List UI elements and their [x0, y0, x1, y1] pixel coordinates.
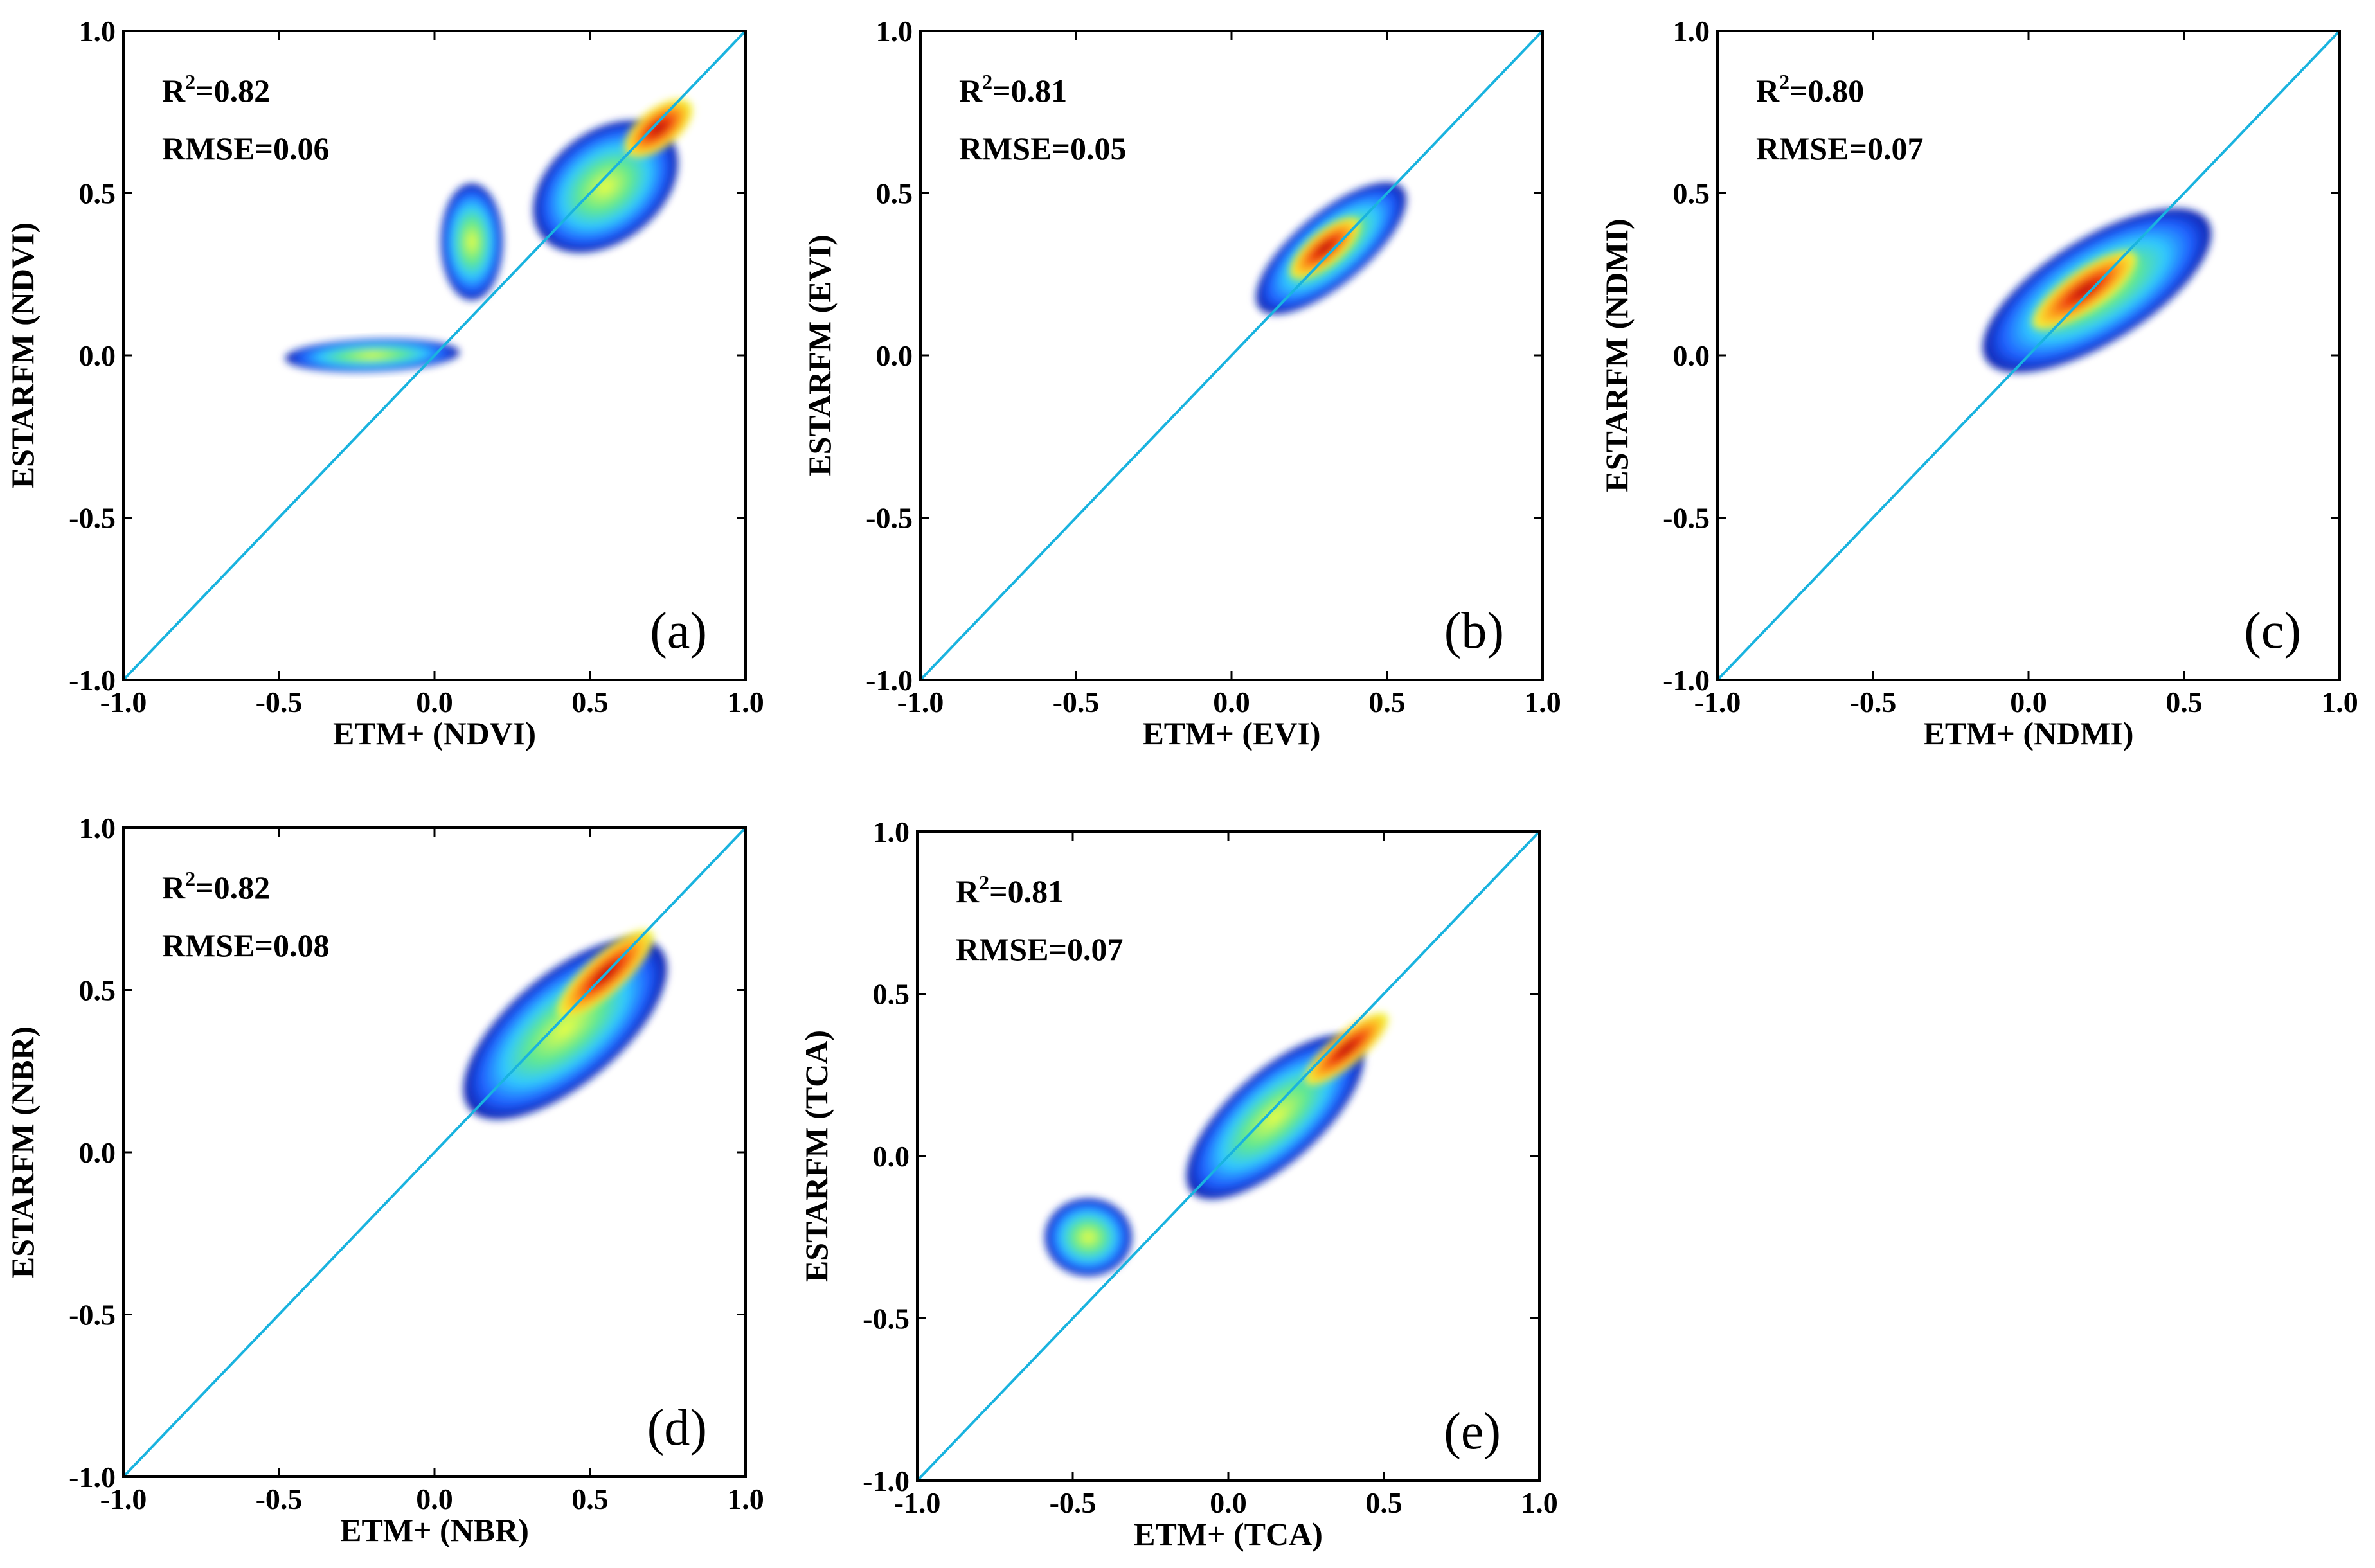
- x-axis-label: ETM+ (TCA): [1134, 1516, 1323, 1552]
- y-tick-label: -0.5: [866, 502, 913, 535]
- x-tick-label: 0.5: [1365, 1486, 1403, 1519]
- y-tick-label: -1.0: [866, 664, 913, 697]
- rmse-label: RMSE=0.06: [162, 130, 329, 166]
- y-tick-label: -1.0: [69, 664, 116, 697]
- x-axis-label: ETM+ (NDMI): [1923, 715, 2133, 751]
- x-tick-label: -1.0: [894, 1486, 941, 1519]
- x-axis-label: ETM+ (NDVI): [333, 715, 536, 751]
- x-tick-label: -1.0: [100, 1483, 147, 1515]
- x-tick-label: -0.5: [256, 1483, 303, 1515]
- r-squared-label: R2=0.81: [956, 871, 1064, 909]
- x-tick-label: 1.0: [2321, 686, 2358, 718]
- r-squared-label: R2=0.82: [162, 70, 270, 109]
- r-squared-label: R2=0.81: [959, 70, 1067, 109]
- x-tick-label: 1.0: [1521, 1486, 1558, 1519]
- rmse-label: RMSE=0.07: [956, 931, 1123, 967]
- y-tick-label: 0.0: [1673, 339, 1710, 372]
- density-core: [1289, 217, 1360, 280]
- x-tick-label: -1.0: [100, 686, 147, 718]
- density-cloud-b: [1256, 182, 1406, 314]
- y-tick-label: -1.0: [69, 1461, 116, 1493]
- one-to-one-line: [122, 30, 747, 681]
- y-tick-label: 1.0: [79, 15, 116, 48]
- y-axis-label: ESTARFM (NDMI): [1599, 218, 1635, 492]
- x-tick-label: -0.5: [1053, 686, 1100, 718]
- y-axis-label: ESTARFM (NDVI): [4, 222, 40, 488]
- panel-letter: (b): [1444, 603, 1504, 659]
- x-tick-label: -1.0: [1694, 686, 1741, 718]
- y-tick-label: 1.0: [876, 15, 913, 48]
- x-tick-label: -1.0: [897, 686, 944, 718]
- y-tick-label: 0.5: [873, 978, 910, 1011]
- y-tick-label: 0.0: [876, 339, 913, 372]
- y-axis-label: ESTARFM (NBR): [4, 1026, 40, 1278]
- x-axis-label: ETM+ (EVI): [1142, 715, 1320, 751]
- panel-letter: (a): [650, 603, 707, 659]
- density-cluster: [285, 339, 460, 372]
- density-cloud-e: [1044, 1013, 1389, 1276]
- y-tick-label: -0.5: [69, 1299, 116, 1332]
- y-tick-label: 0.5: [79, 177, 116, 210]
- x-tick-label: 0.0: [1213, 686, 1250, 718]
- density-core: [1304, 1013, 1389, 1085]
- y-tick-label: -1.0: [1663, 664, 1710, 697]
- density-cloud-a: [285, 98, 693, 372]
- y-tick-label: -1.0: [863, 1465, 910, 1497]
- y-tick-label: 1.0: [1673, 15, 1710, 48]
- panel-letter: (c): [2244, 603, 2301, 659]
- y-tick-label: 0.5: [79, 974, 116, 1007]
- one-to-one-line: [919, 30, 1544, 681]
- y-tick-label: -0.5: [69, 502, 116, 535]
- one-to-one-line: [916, 830, 1541, 1482]
- panel-letter: (e): [1444, 1403, 1501, 1460]
- y-axis-label: ESTARFM (TCA): [798, 1030, 834, 1282]
- density-cloud-d: [463, 929, 667, 1119]
- density-cluster: [1044, 1198, 1132, 1276]
- x-tick-label: -0.5: [1050, 1486, 1097, 1519]
- one-to-one-line: [1716, 30, 2341, 681]
- x-tick-label: 0.5: [571, 1483, 609, 1515]
- x-tick-label: 0.0: [416, 1483, 453, 1515]
- density-cluster: [463, 938, 667, 1119]
- y-tick-label: 0.0: [79, 339, 116, 372]
- r-squared-label: R2=0.80: [1756, 70, 1864, 109]
- panel-e: -1.0 -0.5 0.0 0.5 1.0 -1.0 -0.5 0.0 0.5 1.0 ETM+ (…: [798, 815, 1558, 1552]
- x-tick-label: 0.5: [2165, 686, 2203, 718]
- y-axis-label: ESTARFM (EVI): [802, 235, 838, 476]
- y-tick-label: 0.5: [876, 177, 913, 210]
- y-tick-label: -0.5: [863, 1303, 910, 1335]
- x-tick-label: 0.0: [2010, 686, 2047, 718]
- x-tick-label: 1.0: [727, 686, 764, 718]
- x-axis-label: ETM+ (NBR): [340, 1512, 529, 1548]
- x-tick-label: 0.0: [416, 686, 453, 718]
- x-tick-label: 0.0: [1210, 1486, 1247, 1519]
- rmse-label: RMSE=0.08: [162, 927, 329, 963]
- y-tick-label: 1.0: [79, 812, 116, 844]
- density-cloud-c: [1982, 208, 2212, 373]
- density-cluster: [440, 183, 503, 301]
- density-core: [624, 98, 693, 158]
- panel-a: -1.0 -0.5 0.0 0.5 1.0 -1.0 -0.5 0.0 0.5 1.0 ETM+ (…: [4, 15, 764, 751]
- panel-d: -1.0 -0.5 0.0 0.5 1.0 -1.0 -0.5 0.0 0.5 1.0 ETM+ (…: [4, 812, 764, 1548]
- y-tick-label: 1.0: [873, 815, 910, 848]
- y-tick-label: -0.5: [1663, 502, 1710, 535]
- panel-letter: (d): [647, 1400, 707, 1456]
- one-to-one-line: [122, 826, 747, 1478]
- panel-b: -1.0 -0.5 0.0 0.5 1.0 -1.0 -0.5 0.0 0.5 1.0 ETM+ (…: [802, 15, 1561, 751]
- x-tick-label: -0.5: [256, 686, 303, 718]
- rmse-label: RMSE=0.07: [1756, 130, 1923, 166]
- rmse-label: RMSE=0.05: [959, 130, 1126, 166]
- x-tick-label: 0.5: [571, 686, 609, 718]
- x-tick-label: 0.5: [1368, 686, 1406, 718]
- x-tick-label: 1.0: [1524, 686, 1561, 718]
- r-squared-label: R2=0.82: [162, 867, 270, 905]
- y-tick-label: 0.0: [873, 1140, 910, 1173]
- y-tick-label: 0.0: [79, 1136, 116, 1169]
- x-tick-label: 1.0: [727, 1483, 764, 1515]
- panel-c: -1.0 -0.5 0.0 0.5 1.0 -1.0 -0.5 0.0 0.5 1.0 ETM+ (…: [1599, 15, 2358, 751]
- x-tick-label: -0.5: [1850, 686, 1897, 718]
- y-tick-label: 0.5: [1673, 177, 1710, 210]
